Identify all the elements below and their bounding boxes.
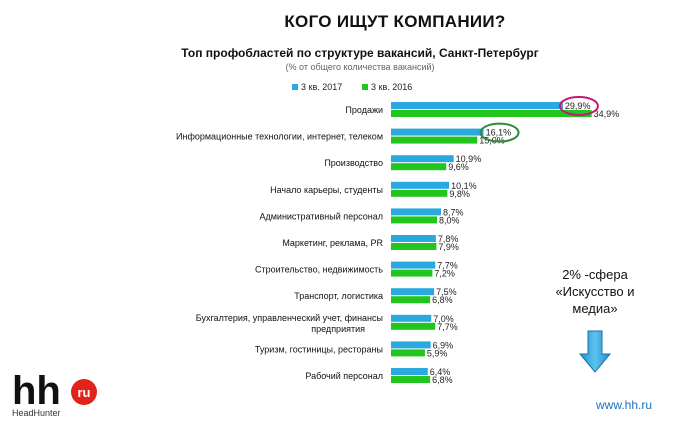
bar-0-3 bbox=[391, 181, 450, 189]
page-title: КОГО ИЩУТ КОМПАНИИ? bbox=[284, 12, 506, 31]
legend-label-0: 3 кв. 2017 bbox=[301, 82, 342, 92]
bar-0-7 bbox=[391, 288, 435, 296]
value-label-0-10: 6,4% bbox=[430, 367, 451, 377]
chart-title: Топ профобластей по структуре вакансий, … bbox=[181, 46, 539, 60]
logo-badge-icon bbox=[71, 379, 97, 405]
category-label-1: Информационные технологии, интернет, тел… bbox=[176, 132, 383, 142]
bar-0-6 bbox=[391, 261, 436, 269]
value-label-0-3: 10,1% bbox=[451, 181, 477, 191]
legend-swatch-0 bbox=[292, 84, 298, 90]
bar-0-2 bbox=[391, 155, 454, 163]
category-label-7: Транспорт, логистика bbox=[294, 291, 383, 301]
category-label-4: Административный персонал bbox=[259, 211, 383, 221]
bar-1-0 bbox=[391, 110, 592, 117]
bar-0-1 bbox=[391, 128, 484, 136]
bar-1-2 bbox=[391, 163, 447, 171]
value-label-1-9: 5,9% bbox=[427, 348, 448, 358]
legend-label-1: 3 кв. 2016 bbox=[371, 82, 412, 92]
logo-badge-text: ru bbox=[78, 385, 91, 400]
bar-1-7 bbox=[391, 296, 431, 304]
bar-0-9 bbox=[391, 341, 431, 349]
note-line-2: «Искусство и bbox=[555, 284, 635, 299]
bar-0-0 bbox=[391, 102, 563, 109]
value-label-1-8: 7,7% bbox=[437, 322, 458, 332]
value-label-0-4: 8,7% bbox=[443, 207, 464, 217]
bar-1-8 bbox=[391, 322, 436, 330]
highlight-ellipse-0 bbox=[558, 96, 599, 116]
bar-1-5 bbox=[391, 243, 437, 250]
value-label-0-5: 7,8% bbox=[438, 234, 459, 244]
note-line-1: 2% -сфера bbox=[562, 267, 628, 282]
legend-swatch-1 bbox=[362, 84, 368, 90]
headhunter-logo: hh ru bbox=[12, 370, 97, 410]
note-text: 2% -сфера «Искусство и медиа» bbox=[540, 266, 650, 317]
website-link[interactable]: www.hh.ru bbox=[596, 398, 653, 412]
value-label-0-7: 7,5% bbox=[436, 287, 457, 297]
value-label-1-7: 6,8% bbox=[432, 295, 453, 305]
bar-0-5 bbox=[391, 235, 436, 242]
bar-1-3 bbox=[391, 189, 448, 197]
value-label-0-1: 16,1% bbox=[486, 128, 512, 138]
value-label-1-6: 7,2% bbox=[434, 269, 455, 279]
value-label-1-2: 9,6% bbox=[448, 162, 469, 172]
value-label-1-4: 8,0% bbox=[439, 215, 460, 225]
value-label-1-0: 34,9% bbox=[594, 109, 620, 119]
category-label-0: Продажи bbox=[345, 105, 383, 115]
bar-1-6 bbox=[391, 269, 433, 277]
category-label-10: Рабочий персонал bbox=[305, 371, 383, 381]
category-label-3: Начало карьеры, студенты bbox=[270, 185, 383, 195]
category-label-2: Производство bbox=[324, 158, 383, 168]
bar-1-4 bbox=[391, 216, 437, 224]
logo-text: hh bbox=[12, 370, 61, 410]
category-label-5: Маркетинг, реклама, PR bbox=[282, 238, 383, 248]
value-label-0-6: 7,7% bbox=[437, 261, 458, 271]
bar-1-9 bbox=[391, 349, 425, 357]
value-label-0-0: 29,9% bbox=[565, 101, 591, 111]
value-label-0-9: 6,9% bbox=[433, 340, 454, 350]
note-line-3: медиа» bbox=[572, 301, 618, 316]
bar-0-4 bbox=[391, 208, 442, 216]
category-label-9: Туризм, гостиницы, рестораны bbox=[255, 344, 383, 354]
logo-subtext: HeadHunter bbox=[12, 408, 61, 418]
down-arrow-icon bbox=[578, 330, 612, 373]
bar-0-8 bbox=[391, 314, 432, 322]
bar-0-10 bbox=[391, 368, 428, 375]
value-label-1-5: 7,9% bbox=[438, 242, 459, 252]
value-label-1-3: 9,8% bbox=[449, 189, 470, 199]
value-label-0-2: 10,9% bbox=[456, 154, 482, 164]
category-label-6: Строительство, недвижимость bbox=[255, 265, 383, 275]
value-label-0-8: 7,0% bbox=[433, 314, 454, 324]
value-label-1-10: 6,8% bbox=[432, 375, 453, 385]
bar-1-1 bbox=[391, 136, 478, 144]
highlight-ellipse-1 bbox=[479, 122, 520, 143]
chart-subtitle: (% от общего количества вакансий) bbox=[285, 62, 435, 72]
category-label-8: Бухгалтерия, управленческий учет, финанс… bbox=[196, 313, 383, 334]
bar-1-10 bbox=[391, 376, 431, 383]
